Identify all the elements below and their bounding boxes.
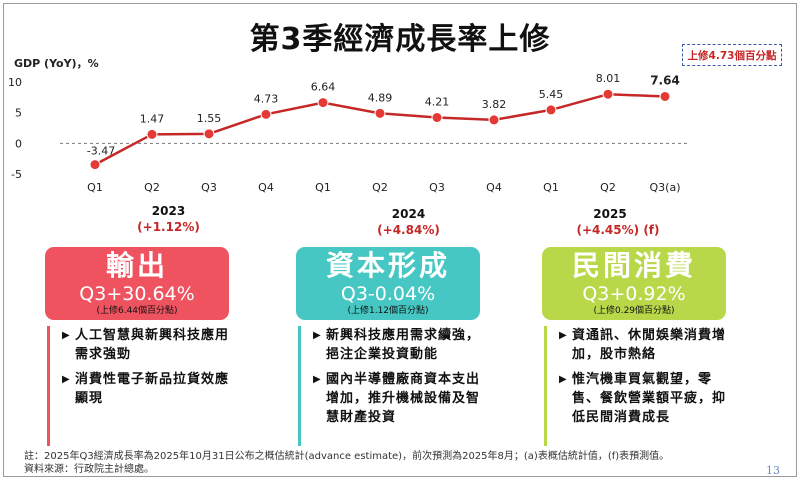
data-label: 4.21 [425,96,450,109]
data-label: 6.64 [311,81,336,94]
card-capital-formation: 資本形成 Q3-0.04% (上修1.12個百分點) [296,247,480,320]
bullet-item: ▶ 新興科技應用需求續強，挹注企業投資動能 [313,326,488,364]
bullet-text: 新興科技應用需求續強，挹注企業投資動能 [326,328,481,362]
bullet-text: 國內半導體廠商資本支出增加，推升機械設備及智慧財產投資 [326,372,481,425]
x-tick-label: Q1 [87,181,103,194]
data-point [317,97,329,109]
data-point [488,114,500,126]
card-value: Q3+30.64% [79,283,195,305]
data-point [146,128,158,140]
card-name: 民間消費 [571,249,696,282]
x-tick-label: Q3(a) [650,181,681,194]
card-exports: 輸出 Q3+30.64% (上修6.44個百分點) [45,247,229,320]
data-point [203,128,215,140]
bullet-list-exports: ▶ 人工智慧與新興科技應用需求強勁 ▶ 消費性電子新品拉貨效應顯現 [47,326,237,446]
x-tick-label: Q1 [543,181,559,194]
x-tick-label: Q4 [258,181,274,194]
bullet-list-capital-formation: ▶ 新興科技應用需求續強，挹注企業投資動能 ▶ 國內半導體廠商資本支出增加，推升機械… [298,326,488,446]
bullet-text: 資通訊、休閒娛樂消費增加，股市熱絡 [572,328,727,362]
year-growth-label: (+4.84%) [377,223,440,237]
data-label: 8.01 [596,72,621,85]
gdp-line-chart: -5 0 5 10 -3.47 1.47 1.55 4.73 6.64 4.89 4.21 3.82 5… [8,72,690,237]
data-label: 5.45 [539,88,564,101]
year-label: 2023 [152,204,185,218]
data-label: 7.64 [650,73,680,87]
slide-title: 第3季經濟成長率上修 [249,22,551,57]
y-tick-label: -5 [11,168,22,181]
source-note: 資料來源：行政院主計總處。 [24,464,154,475]
data-point [545,104,557,116]
bullet-text: 惟汽機車買氣觀望，零售、餐飲營業額平疲，抑低民間消費成長 [572,372,727,425]
data-point [374,107,386,119]
data-label: 3.82 [482,98,507,111]
arrow-right-icon: ▶ [313,374,322,385]
y-tick-label: 5 [15,107,22,120]
x-tick-label: Q2 [144,181,160,194]
bullet-item: ▶ 消費性電子新品拉貨效應顯現 [62,370,237,408]
card-value: Q3+0.92% [582,283,686,305]
y-axis-label: GDP (YoY)，% [14,57,99,70]
year-label: 2024 [392,207,425,221]
arrow-right-icon: ▶ [313,330,322,341]
bullet-item: ▶ 惟汽機車買氣觀望，零售、餐飲營業額平疲，抑低民間消費成長 [559,370,734,427]
y-tick-label: 0 [15,137,22,150]
arrow-right-icon: ▶ [62,330,71,341]
series-line [94,92,666,166]
footnote: 註：2025年Q3經濟成長率為2025年10月31日公布之概估統計(advanc… [24,451,670,462]
data-label: 4.89 [368,91,393,104]
bullet-text: 人工智慧與新興科技應用需求強勁 [75,328,230,362]
bullet-item: ▶ 國內半導體廠商資本支出增加，推升機械設備及智慧財產投資 [313,370,488,427]
x-tick-label: Q1 [315,181,331,194]
data-point [260,108,272,120]
data-label: 1.55 [197,112,222,125]
data-point [89,159,101,171]
data-point [659,90,671,102]
x-tick-label: Q2 [372,181,388,194]
card-revision: (上修6.44個百分點) [96,306,178,316]
data-label: 1.47 [140,112,165,125]
data-label: -3.47 [87,145,115,158]
y-tick-label: 10 [8,76,22,89]
x-tick-label: Q2 [600,181,616,194]
slide-frame [3,3,797,477]
bullet-item: ▶ 資通訊、休閒娛樂消費增加，股市熱絡 [559,326,734,364]
data-label: 4.73 [254,92,279,105]
bullet-item: ▶ 人工智慧與新興科技應用需求強勁 [62,326,237,364]
page-number: 13 [766,464,780,477]
card-name: 輸出 [105,249,168,282]
year-growth-label: (+4.45%) (f) [576,223,659,237]
year-growth-label: (+1.12%) [137,220,200,234]
card-revision: (上修0.29個百分點) [593,306,675,316]
bullet-text: 消費性電子新品拉貨效應顯現 [75,372,230,406]
year-label: 2025 [593,207,626,221]
card-value: Q3-0.04% [340,283,436,305]
revision-callout: 上修4.73個百分點 [682,44,782,66]
card-revision: (上修1.12個百分點) [347,306,429,316]
x-tick-label: Q3 [201,181,217,194]
arrow-right-icon: ▶ [62,374,71,385]
arrow-right-icon: ▶ [559,330,568,341]
card-name: 資本形成 [325,249,450,282]
data-point [431,112,443,124]
card-private-consumption: 民間消費 Q3+0.92% (上修0.29個百分點) [542,247,726,320]
bullet-list-private-consumption: ▶ 資通訊、休閒娛樂消費增加，股市熱絡 ▶ 惟汽機車買氣觀望，零售、餐飲營業額平疲，… [544,326,734,446]
arrow-right-icon: ▶ [559,374,568,385]
data-point [602,88,614,100]
x-tick-label: Q4 [486,181,502,194]
x-tick-label: Q3 [429,181,445,194]
